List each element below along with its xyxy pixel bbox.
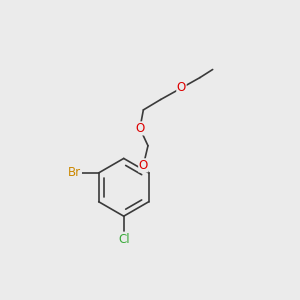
Text: O: O [139, 159, 148, 172]
Text: O: O [135, 122, 145, 135]
Text: Cl: Cl [118, 233, 130, 246]
Text: Br: Br [68, 167, 81, 179]
Text: O: O [177, 82, 186, 94]
